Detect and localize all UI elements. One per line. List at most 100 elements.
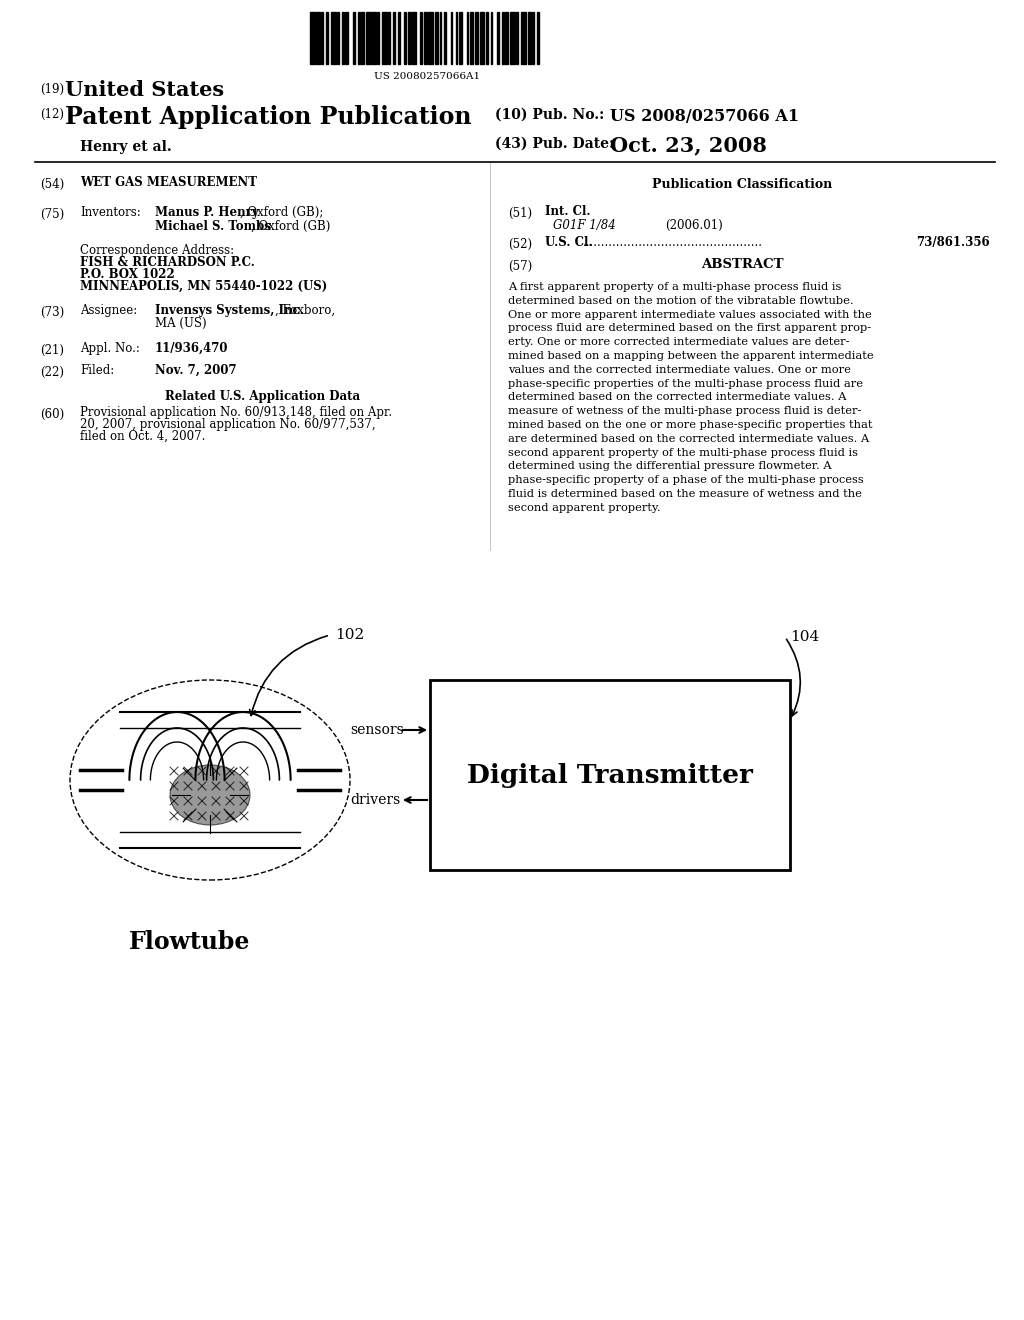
Text: mined based on a mapping between the apparent intermediate: mined based on a mapping between the app… bbox=[508, 351, 873, 360]
Text: Assignee:: Assignee: bbox=[80, 304, 137, 317]
Text: (51): (51) bbox=[508, 207, 532, 220]
Bar bbox=[435, 12, 438, 63]
Text: FISH & RICHARDSON P.C.: FISH & RICHARDSON P.C. bbox=[80, 256, 255, 269]
Bar bbox=[486, 12, 487, 63]
Bar bbox=[361, 12, 365, 63]
Bar bbox=[345, 12, 348, 63]
Bar bbox=[398, 12, 399, 63]
Bar bbox=[331, 12, 336, 63]
Text: Henry et al.: Henry et al. bbox=[80, 140, 172, 154]
Text: second apparent property of the multi-phase process fluid is: second apparent property of the multi-ph… bbox=[508, 447, 858, 458]
Bar bbox=[456, 12, 457, 63]
Text: Related U.S. Application Data: Related U.S. Application Data bbox=[165, 389, 360, 403]
Text: measure of wetness of the multi-phase process fluid is deter-: measure of wetness of the multi-phase pr… bbox=[508, 407, 861, 416]
Text: sensors: sensors bbox=[350, 723, 403, 737]
Text: Invensys Systems, Inc.: Invensys Systems, Inc. bbox=[155, 304, 304, 317]
Text: 104: 104 bbox=[790, 630, 819, 644]
Bar bbox=[479, 12, 484, 63]
Bar bbox=[413, 12, 416, 63]
Text: (22): (22) bbox=[40, 366, 63, 379]
Bar bbox=[421, 12, 422, 63]
Bar bbox=[527, 12, 530, 63]
Text: G01F 1/84: G01F 1/84 bbox=[553, 219, 615, 232]
Text: , Oxford (GB);: , Oxford (GB); bbox=[240, 206, 324, 219]
Text: process fluid are determined based on the first apparent prop-: process fluid are determined based on th… bbox=[508, 323, 871, 334]
Bar bbox=[538, 12, 539, 63]
Text: (10) Pub. No.:: (10) Pub. No.: bbox=[495, 108, 604, 121]
Text: (21): (21) bbox=[40, 345, 63, 356]
Bar bbox=[510, 12, 515, 63]
Text: (19): (19) bbox=[40, 83, 65, 96]
Text: Michael S. Tombs: Michael S. Tombs bbox=[155, 220, 271, 234]
Text: second apparent property.: second apparent property. bbox=[508, 503, 660, 512]
Bar bbox=[424, 12, 427, 63]
Bar bbox=[430, 680, 790, 870]
Text: Int. Cl.: Int. Cl. bbox=[545, 205, 591, 218]
Text: erty. One or more corrected intermediate values are deter-: erty. One or more corrected intermediate… bbox=[508, 337, 850, 347]
Text: phase-specific property of a phase of the multi-phase process: phase-specific property of a phase of th… bbox=[508, 475, 864, 486]
Bar bbox=[393, 12, 395, 63]
Text: (2006.01): (2006.01) bbox=[665, 219, 723, 232]
Text: Manus P. Henry: Manus P. Henry bbox=[155, 206, 259, 219]
Text: P.O. BOX 1022: P.O. BOX 1022 bbox=[80, 268, 175, 281]
Text: ABSTRACT: ABSTRACT bbox=[701, 257, 783, 271]
Text: 20, 2007, provisional application No. 60/977,537,: 20, 2007, provisional application No. 60… bbox=[80, 418, 376, 432]
Text: Inventors:: Inventors: bbox=[80, 206, 140, 219]
Bar bbox=[377, 12, 379, 63]
Bar bbox=[475, 12, 478, 63]
Bar bbox=[467, 12, 468, 63]
Bar bbox=[388, 12, 390, 63]
Text: determined based on the corrected intermediate values. A: determined based on the corrected interm… bbox=[508, 392, 847, 403]
Text: phase-specific properties of the multi-phase process fluid are: phase-specific properties of the multi-p… bbox=[508, 379, 863, 388]
Text: Provisional application No. 60/913,148, filed on Apr.: Provisional application No. 60/913,148, … bbox=[80, 407, 392, 418]
Bar bbox=[470, 12, 473, 63]
Bar bbox=[490, 12, 493, 63]
Text: WET GAS MEASUREMENT: WET GAS MEASUREMENT bbox=[80, 176, 257, 189]
Text: determined based on the motion of the vibratable flowtube.: determined based on the motion of the vi… bbox=[508, 296, 854, 306]
Bar bbox=[505, 12, 508, 63]
Bar bbox=[502, 12, 504, 63]
Text: US 2008/0257066 A1: US 2008/0257066 A1 bbox=[610, 108, 799, 125]
Bar bbox=[428, 12, 433, 63]
Text: A first apparent property of a multi-phase process fluid is: A first apparent property of a multi-pha… bbox=[508, 282, 842, 292]
Bar bbox=[353, 12, 354, 63]
Text: Oct. 23, 2008: Oct. 23, 2008 bbox=[610, 135, 767, 154]
Text: (75): (75) bbox=[40, 209, 65, 220]
Text: determined using the differential pressure flowmeter. A: determined using the differential pressu… bbox=[508, 462, 831, 471]
Text: U.S. Cl.: U.S. Cl. bbox=[545, 236, 593, 249]
Text: 73/861.356: 73/861.356 bbox=[916, 236, 990, 249]
Bar bbox=[459, 12, 462, 63]
Text: Digital Transmitter: Digital Transmitter bbox=[467, 763, 753, 788]
Bar bbox=[310, 12, 314, 63]
Text: mined based on the one or more phase-specific properties that: mined based on the one or more phase-spe… bbox=[508, 420, 872, 430]
Bar bbox=[373, 12, 376, 63]
Bar bbox=[498, 12, 499, 63]
Text: One or more apparent intermediate values associated with the: One or more apparent intermediate values… bbox=[508, 310, 871, 319]
Bar bbox=[532, 12, 534, 63]
Text: (12): (12) bbox=[40, 108, 63, 121]
Text: values and the corrected intermediate values. One or more: values and the corrected intermediate va… bbox=[508, 364, 851, 375]
Text: (60): (60) bbox=[40, 408, 65, 421]
Bar bbox=[316, 12, 319, 63]
Text: US 20080257066A1: US 20080257066A1 bbox=[374, 73, 480, 81]
Bar bbox=[322, 12, 323, 63]
Text: , Oxford (GB): , Oxford (GB) bbox=[251, 220, 331, 234]
Bar bbox=[516, 12, 518, 63]
Bar bbox=[382, 12, 387, 63]
Text: 11/936,470: 11/936,470 bbox=[155, 342, 228, 355]
Bar bbox=[439, 12, 441, 63]
Text: MA (US): MA (US) bbox=[155, 317, 207, 330]
Bar bbox=[366, 12, 371, 63]
Text: , Foxboro,: , Foxboro, bbox=[275, 304, 335, 317]
Ellipse shape bbox=[170, 766, 250, 825]
Text: Correspondence Address:: Correspondence Address: bbox=[80, 244, 234, 257]
Text: Publication Classification: Publication Classification bbox=[652, 178, 833, 191]
Bar bbox=[408, 12, 411, 63]
Text: Flowtube: Flowtube bbox=[129, 931, 251, 954]
Text: filed on Oct. 4, 2007.: filed on Oct. 4, 2007. bbox=[80, 430, 206, 444]
Bar bbox=[326, 12, 328, 63]
Text: Patent Application Publication: Patent Application Publication bbox=[65, 106, 471, 129]
Text: (73): (73) bbox=[40, 306, 65, 319]
Text: (54): (54) bbox=[40, 178, 65, 191]
Text: are determined based on the corrected intermediate values. A: are determined based on the corrected in… bbox=[508, 434, 869, 444]
